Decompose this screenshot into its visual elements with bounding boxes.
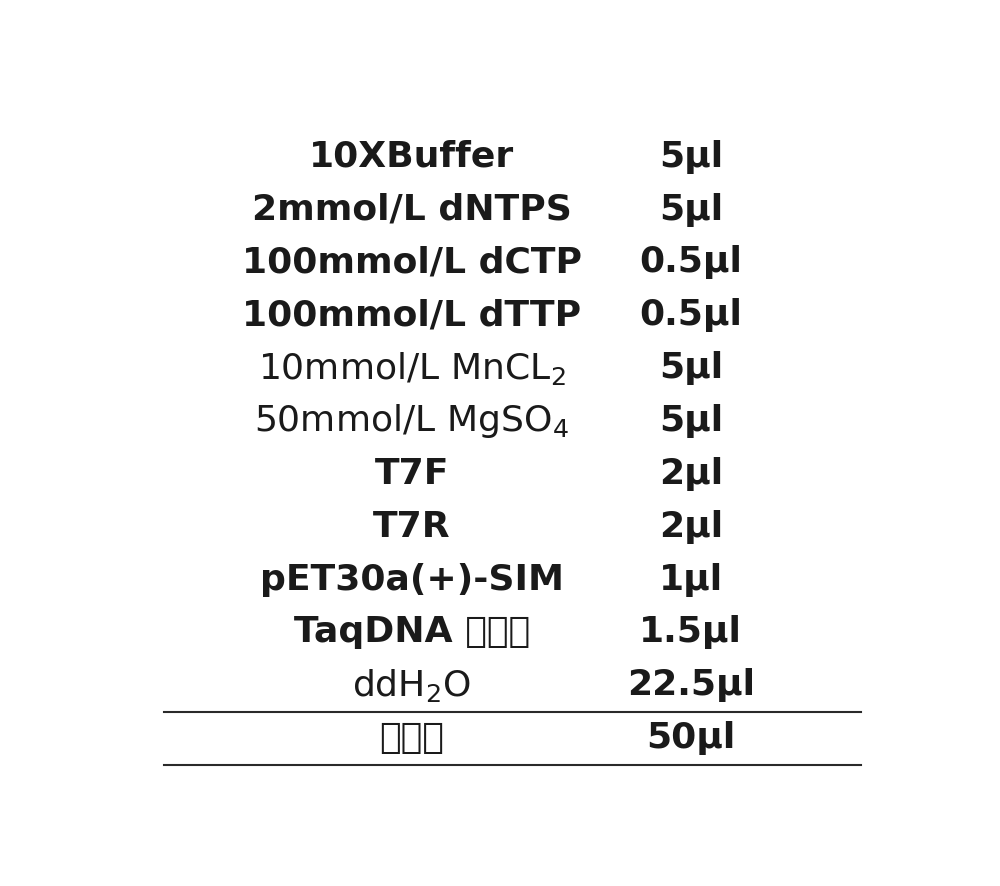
Text: T7R: T7R [373, 509, 451, 544]
Text: pET30a(+)-SIM: pET30a(+)-SIM [260, 563, 564, 596]
Text: 1.5μl: 1.5μl [639, 616, 742, 649]
Text: 100mmol/L dTTP: 100mmol/L dTTP [242, 299, 581, 332]
Text: 5μl: 5μl [659, 192, 723, 227]
Text: 1μl: 1μl [659, 563, 723, 596]
Text: 10XBuffer: 10XBuffer [309, 140, 514, 174]
Text: $\rm{50mmol/L\ MgSO}_{4}\rm{}$: $\rm{50mmol/L\ MgSO}_{4}\rm{}$ [254, 402, 569, 440]
Text: 2μl: 2μl [659, 457, 723, 491]
Text: 22.5μl: 22.5μl [627, 668, 755, 703]
Text: 50μl: 50μl [646, 721, 735, 755]
Text: TaqDNA 聚合酶: TaqDNA 聚合酶 [294, 616, 530, 649]
Text: $\rm{ddH}_{2}\rm{O}$: $\rm{ddH}_{2}\rm{O}$ [352, 667, 471, 703]
Text: 5μl: 5μl [659, 140, 723, 174]
Text: 100mmol/L dCTP: 100mmol/L dCTP [242, 245, 582, 279]
Text: 2μl: 2μl [659, 509, 723, 544]
Text: 总体积: 总体积 [379, 721, 444, 755]
Text: $\rm{10mmol/L\ MnCL}_{2}\rm{}$: $\rm{10mmol/L\ MnCL}_{2}\rm{}$ [258, 350, 566, 386]
Text: 0.5μl: 0.5μl [639, 299, 742, 332]
Text: 2mmol/L dNTPS: 2mmol/L dNTPS [252, 192, 572, 227]
Text: T7F: T7F [374, 457, 449, 491]
Text: 0.5μl: 0.5μl [639, 245, 742, 279]
Text: 5μl: 5μl [659, 404, 723, 438]
Text: 5μl: 5μl [659, 351, 723, 385]
